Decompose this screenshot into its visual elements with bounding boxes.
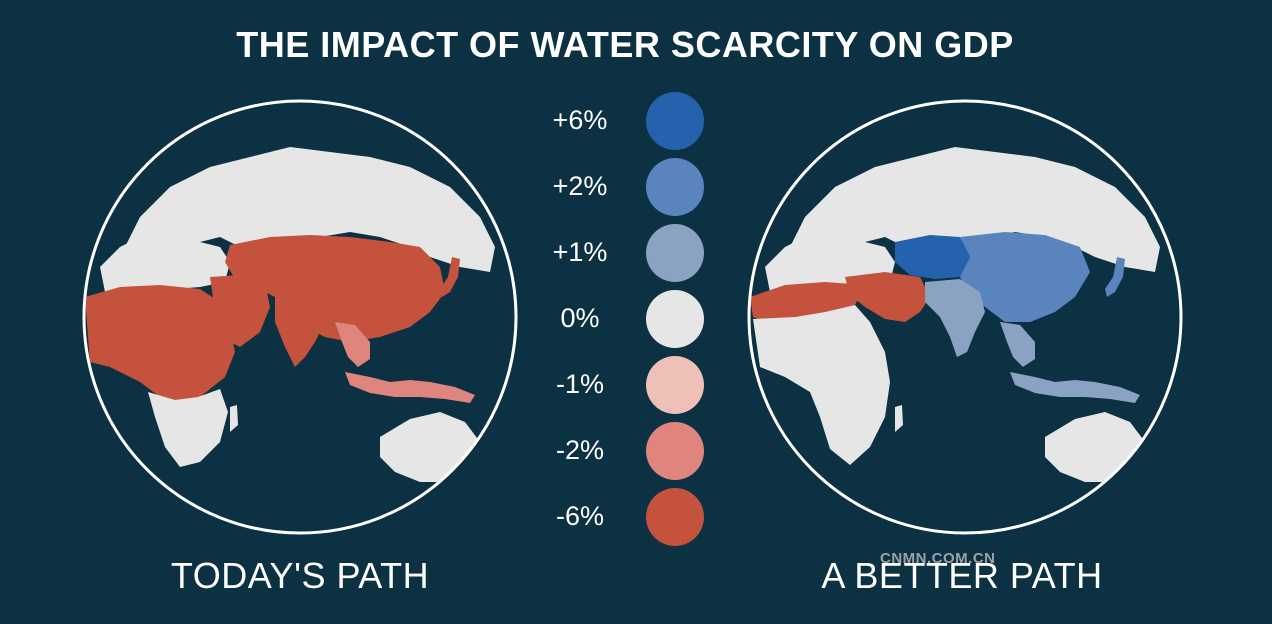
region-middle-east: [845, 272, 930, 322]
region-india: [275, 297, 325, 367]
globe-better-path: [747, 99, 1183, 535]
legend-label: -1%: [555, 369, 604, 399]
watermark: CNMN.COM.CN: [880, 550, 996, 567]
legend-item-minus2: -2%: [530, 421, 710, 481]
region-southeast-asia: [1000, 322, 1035, 367]
legend-item-plus6: +6%: [530, 91, 710, 151]
region-china: [960, 232, 1090, 322]
region-middle-east: [210, 275, 270, 347]
legend-label: +2%: [552, 171, 608, 201]
region-australia: [1045, 412, 1145, 482]
region-japan: [1105, 257, 1125, 297]
legend-label: +1%: [552, 237, 608, 267]
region-sub-saharan-africa: [753, 305, 890, 465]
legend-swatch: [646, 488, 704, 546]
region-japan: [440, 257, 460, 297]
legend-swatch: [646, 224, 704, 282]
region-north-africa: [750, 282, 865, 322]
region-indonesia: [345, 372, 475, 403]
globe-todays-path: [82, 99, 518, 535]
region-north-africa: [85, 285, 235, 402]
region-madagascar: [230, 405, 238, 432]
legend-label: +6%: [552, 105, 608, 135]
region-southern-africa: [148, 389, 228, 467]
region-madagascar: [895, 405, 903, 432]
region-russia: [785, 147, 1160, 272]
legend-label: -6%: [555, 501, 604, 531]
region-southeast-asia: [335, 322, 370, 367]
caption-todays-path: TODAY'S PATH: [170, 555, 430, 596]
region-central-asia-china: [225, 235, 445, 342]
legend-swatch: [646, 422, 704, 480]
legend-item-plus2: +2%: [530, 157, 710, 217]
legend-swatch: [646, 356, 704, 414]
caption-better-path: A BETTER PATH: [821, 555, 1103, 596]
region-russia: [120, 147, 495, 272]
legend-swatch: [646, 158, 704, 216]
legend-label: -2%: [555, 435, 604, 465]
legend-label: 0%: [560, 303, 600, 333]
page-title: THE IMPACT OF WATER SCARCITY ON GDP: [236, 24, 1014, 65]
legend-swatch: [646, 290, 704, 348]
legend-item-plus1: +1%: [530, 223, 710, 283]
region-europe: [100, 232, 230, 295]
legend-item-minus6: -6%: [530, 487, 710, 547]
region-australia: [380, 412, 480, 482]
region-central-asia: [895, 235, 970, 279]
region-india: [925, 279, 985, 357]
legend-item-minus1: -1%: [530, 355, 710, 415]
legend-swatch: [646, 92, 704, 150]
legend-item-zero: 0%: [530, 289, 710, 349]
region-indonesia: [1010, 372, 1140, 403]
